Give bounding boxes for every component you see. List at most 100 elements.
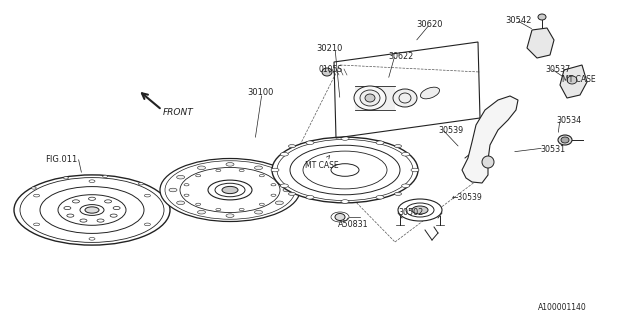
Ellipse shape	[33, 223, 40, 226]
Ellipse shape	[271, 194, 276, 196]
Ellipse shape	[280, 184, 289, 188]
Text: 30100: 30100	[247, 88, 273, 97]
Ellipse shape	[376, 141, 384, 145]
Ellipse shape	[306, 196, 314, 199]
Ellipse shape	[567, 76, 577, 84]
Ellipse shape	[271, 184, 276, 186]
Ellipse shape	[259, 174, 264, 177]
Ellipse shape	[335, 213, 345, 220]
Text: MT CASE: MT CASE	[305, 156, 339, 170]
Ellipse shape	[226, 214, 234, 218]
Ellipse shape	[196, 174, 201, 177]
Ellipse shape	[412, 206, 428, 214]
Text: ←30539: ←30539	[452, 193, 483, 202]
Ellipse shape	[538, 14, 546, 20]
Ellipse shape	[376, 196, 384, 199]
Text: 30620: 30620	[416, 20, 442, 29]
Ellipse shape	[184, 194, 189, 196]
Text: FRONT: FRONT	[163, 108, 194, 117]
Ellipse shape	[97, 219, 104, 222]
Ellipse shape	[393, 89, 417, 107]
Ellipse shape	[145, 223, 150, 226]
Text: 30534: 30534	[556, 116, 581, 125]
Text: 30539: 30539	[438, 126, 463, 135]
Ellipse shape	[275, 175, 284, 179]
Ellipse shape	[89, 237, 95, 240]
Ellipse shape	[196, 203, 201, 205]
Text: A100001140: A100001140	[538, 303, 587, 312]
Ellipse shape	[341, 137, 349, 140]
Text: 30210: 30210	[316, 44, 342, 53]
Ellipse shape	[289, 192, 296, 196]
Ellipse shape	[255, 166, 262, 170]
Ellipse shape	[411, 168, 419, 172]
Ellipse shape	[283, 188, 291, 192]
Ellipse shape	[14, 175, 170, 245]
Text: 30542: 30542	[505, 16, 531, 25]
Ellipse shape	[289, 145, 296, 148]
Ellipse shape	[145, 194, 150, 197]
Ellipse shape	[394, 192, 401, 196]
Ellipse shape	[138, 183, 143, 185]
Text: FIG.011: FIG.011	[45, 155, 77, 164]
Ellipse shape	[72, 200, 79, 203]
Ellipse shape	[169, 188, 177, 192]
Bar	[355, 86, 395, 110]
Ellipse shape	[80, 219, 87, 222]
Ellipse shape	[104, 200, 111, 203]
Ellipse shape	[239, 169, 244, 172]
Ellipse shape	[33, 194, 40, 197]
Ellipse shape	[365, 94, 375, 102]
Ellipse shape	[177, 175, 184, 179]
Polygon shape	[560, 65, 587, 98]
Ellipse shape	[31, 187, 36, 189]
Ellipse shape	[88, 197, 95, 200]
Ellipse shape	[216, 169, 221, 172]
Ellipse shape	[398, 199, 442, 221]
Polygon shape	[527, 28, 554, 58]
Ellipse shape	[226, 163, 234, 166]
Ellipse shape	[331, 164, 359, 176]
Ellipse shape	[85, 207, 99, 213]
Text: 30622: 30622	[388, 52, 413, 61]
Ellipse shape	[360, 90, 380, 106]
Ellipse shape	[272, 137, 418, 203]
Ellipse shape	[394, 145, 401, 148]
Text: 0105S: 0105S	[318, 65, 342, 74]
Ellipse shape	[184, 184, 189, 186]
Ellipse shape	[67, 214, 74, 217]
Ellipse shape	[198, 166, 205, 170]
Ellipse shape	[110, 214, 117, 217]
Ellipse shape	[271, 168, 279, 172]
Ellipse shape	[102, 175, 108, 178]
Ellipse shape	[558, 135, 572, 145]
Ellipse shape	[113, 206, 120, 210]
Ellipse shape	[402, 184, 410, 188]
Ellipse shape	[177, 201, 184, 204]
Text: 30502: 30502	[398, 208, 423, 217]
Ellipse shape	[259, 203, 264, 205]
Ellipse shape	[255, 211, 262, 214]
Ellipse shape	[160, 158, 300, 221]
Ellipse shape	[198, 211, 205, 214]
Ellipse shape	[222, 186, 238, 194]
Ellipse shape	[322, 68, 332, 76]
Ellipse shape	[402, 152, 410, 156]
Circle shape	[482, 156, 494, 168]
Ellipse shape	[89, 180, 95, 182]
Text: A50831: A50831	[338, 220, 369, 229]
Text: 30531: 30531	[540, 145, 565, 154]
Ellipse shape	[306, 141, 314, 145]
Text: MT CASE: MT CASE	[562, 75, 596, 84]
Ellipse shape	[63, 177, 68, 179]
Ellipse shape	[354, 86, 386, 110]
Ellipse shape	[280, 152, 289, 156]
Ellipse shape	[420, 87, 440, 99]
Text: 30537: 30537	[545, 65, 570, 74]
Ellipse shape	[275, 201, 284, 204]
Ellipse shape	[216, 208, 221, 211]
Ellipse shape	[341, 200, 349, 203]
Polygon shape	[462, 96, 518, 183]
Ellipse shape	[239, 208, 244, 211]
Ellipse shape	[561, 137, 569, 143]
